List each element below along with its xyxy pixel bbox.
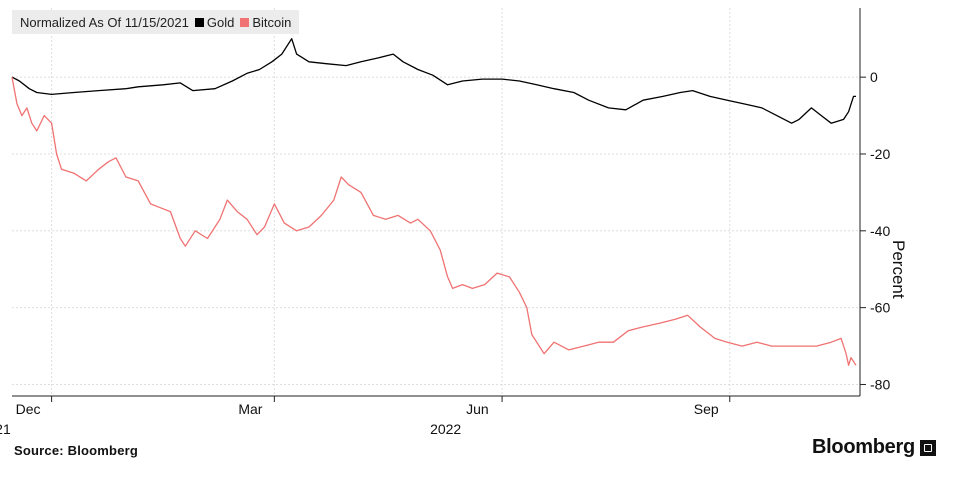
- series-lines: [11, 38, 857, 366]
- legend-label-bitcoin: Bitcoin: [252, 14, 292, 30]
- x-tick-year-label: 2021: [0, 421, 11, 437]
- source-note: Source: Bloomberg: [14, 443, 139, 458]
- x-tick-label: Sep: [694, 401, 719, 417]
- legend-label-gold: Gold: [206, 14, 235, 30]
- y-tick-label: -40: [870, 223, 890, 239]
- y-tick-label: 0: [870, 69, 878, 85]
- x-tick-label: Mar: [238, 401, 262, 417]
- legend-title: Normalized As Of 11/15/2021: [20, 14, 189, 30]
- x-tick-year-label: 2022: [430, 421, 461, 437]
- legend-swatch-bitcoin: [240, 17, 250, 27]
- brand-name: Bloomberg: [812, 436, 915, 458]
- legend-item-gold: Gold: [194, 14, 235, 30]
- axes: 0 -20 -40 -60 -80 Dec 2021 Mar Jun 2022 Sep: [0, 8, 890, 437]
- legend: Normalized As Of 11/15/2021 Gold Bitcoin: [12, 10, 300, 34]
- grid-lines: [12, 8, 860, 396]
- series-line-bitcoin: [11, 76, 857, 366]
- x-tick-label: Dec: [16, 401, 41, 417]
- y-tick-label: -20: [870, 146, 890, 162]
- legend-item-bitcoin: Bitcoin: [240, 15, 291, 30]
- x-tick-label: Jun: [466, 401, 489, 417]
- brand-mark-icon: [919, 439, 936, 456]
- y-tick-label: -60: [870, 300, 890, 316]
- y-tick-label: -80: [870, 376, 890, 392]
- y-axis-label: Percent: [889, 240, 908, 299]
- brand-logo: Bloomberg: [812, 436, 936, 459]
- legend-swatch-gold: [194, 17, 204, 27]
- series-line-gold: [11, 38, 856, 124]
